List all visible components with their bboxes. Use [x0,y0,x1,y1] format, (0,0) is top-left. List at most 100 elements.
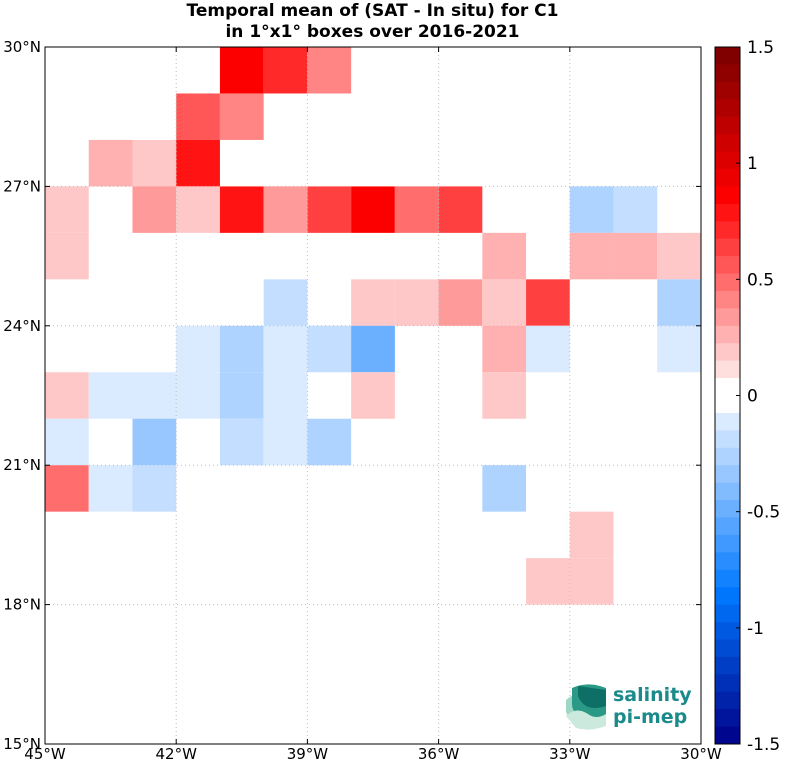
cell [569,186,614,233]
y-axis-ticks: 30°N 27°N 24°N 21°N 18°N 15°N [3,38,701,753]
cell [351,186,395,233]
colorbar-segment [715,552,740,571]
cell [263,279,308,326]
y-tick-label: 18°N [3,596,41,614]
colorbar-segment [715,656,740,675]
cell [569,232,614,280]
colorbar-segment [715,273,740,292]
colorbar-segment [715,569,740,588]
cell [569,558,614,605]
cell [176,325,220,373]
colorbar-segment [715,534,740,553]
colorbar-segment [715,47,740,65]
cell [438,186,483,233]
colorbar-segment [715,482,740,501]
cell [219,186,264,233]
cell [482,465,527,512]
cell [307,418,352,466]
cell [88,465,133,512]
cell [132,465,177,512]
cell [263,186,308,233]
cell [219,93,264,140]
cell [657,232,701,280]
x-tick-label: 39°W [287,745,329,763]
colorbar-tick-label: -1 [747,619,764,639]
colorbar-segment [715,517,740,536]
logo-line1: salinity [613,684,692,706]
colorbar-segment [715,81,740,100]
logo-wave-icon [566,684,606,730]
cell [526,279,570,326]
cell [263,372,308,419]
colorbar-segment [715,378,740,396]
y-tick-label: 15°N [3,735,41,753]
colorbar-segment [715,134,740,153]
cells-layer [45,47,701,605]
cell [438,279,483,326]
x-tick-label: 45°W [24,745,66,763]
colorbar-segment [715,360,740,379]
colorbar-segment [715,447,740,466]
colorbar-tick-label: 1.5 [747,38,774,58]
colorbar-segment [715,622,740,640]
colorbar-segment [715,290,740,309]
cell [45,465,89,512]
cell [132,418,177,466]
y-tick-label: 30°N [3,38,41,56]
cell [45,186,89,233]
cell [88,139,133,187]
colorbar-segment [715,151,740,170]
x-axis-ticks: 45°W 42°W 39°W 36°W 33°W 30°W [24,47,722,763]
colorbar-segment [715,395,740,414]
cell [45,418,89,466]
colorbar-segment [715,430,740,449]
logo-line2: pi-mep [613,706,687,728]
colorbar-segment [715,500,740,518]
cell [45,232,89,280]
cell [132,186,177,233]
colorbar-segment [715,674,740,693]
y-tick-label: 21°N [3,456,41,474]
cell [482,232,527,280]
cell [394,186,439,233]
colorbar-segment [715,64,740,83]
colorbar-tick-label: 1 [747,154,758,174]
colorbar-tick-label: -1.5 [747,735,780,755]
colorbar-segment [715,604,740,623]
cell [132,139,177,187]
cell [132,372,177,419]
cell [613,232,658,280]
cell [351,279,395,326]
cell [526,325,570,373]
cell [307,186,352,233]
cell [219,47,264,94]
colorbar-segment [715,726,740,745]
colorbar-segment [715,465,740,484]
colorbar-segment [715,325,740,344]
cell [482,325,527,373]
colorbar-segment [715,116,740,135]
colorbar-segment [715,308,740,327]
cell [219,418,264,466]
colorbar-segment [715,639,740,658]
cell [307,47,352,94]
cell [263,418,308,466]
cell [394,279,439,326]
colorbar-segment [715,221,740,240]
salinity-pi-mep-logo: salinity pi-mep [566,684,692,730]
colorbar-segment [715,238,740,257]
cell [176,372,220,419]
cell [526,558,570,605]
colorbar-segment [715,709,740,728]
colorbar-tick-label: 0 [747,387,758,407]
cell [88,372,133,419]
x-tick-label: 42°W [155,745,197,763]
cell [263,47,308,94]
y-tick-label: 27°N [3,177,41,195]
colorbar-tick-label: 0.5 [747,270,774,290]
colorbar: 1.5 1 0.5 0 -0.5 -1 -1.5 [714,38,780,755]
cell [657,325,701,373]
cell [45,372,89,419]
cell [176,93,220,140]
